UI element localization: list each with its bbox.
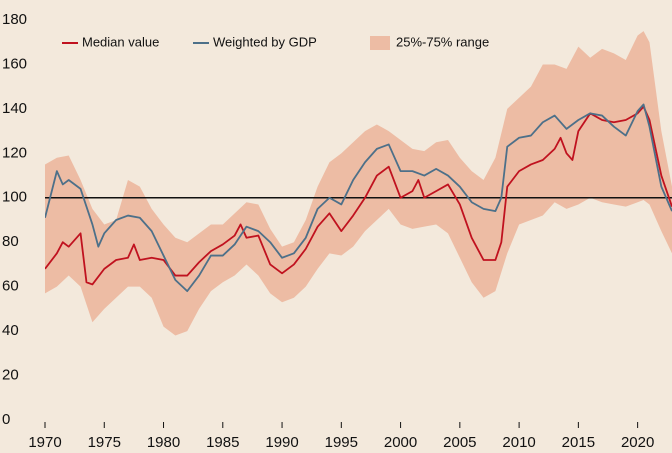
x-tick-label: 1970 [28, 434, 61, 451]
x-tick-label: 2005 [443, 434, 476, 451]
y-tick-label: 160 [2, 55, 27, 72]
y-tick-label: 40 [2, 322, 19, 339]
legend-label: 25%-75% range [396, 34, 489, 49]
y-tick-label: 140 [2, 100, 27, 117]
legend-swatch [370, 36, 390, 50]
x-tick-label: 2015 [562, 434, 595, 451]
x-tick-label: 2010 [502, 434, 535, 451]
series-line [45, 105, 672, 286]
y-tick-label: 20 [2, 367, 19, 384]
x-tick-label: 2000 [384, 434, 417, 451]
plot-area [45, 31, 672, 336]
x-tick-label: 1980 [147, 434, 180, 451]
y-tick-label: 80 [2, 233, 19, 250]
y-tick-label: 60 [2, 278, 19, 295]
x-tick-label: 1985 [206, 434, 239, 451]
x-tick-label: 2020 [621, 434, 654, 451]
series-line [45, 103, 672, 293]
y-tick-label: 180 [2, 11, 27, 28]
legend-label: Weighted by GDP [213, 34, 317, 49]
y-tick-label: 0 [2, 411, 10, 428]
x-tick-label: 1995 [325, 434, 358, 451]
x-tick-label: 1975 [88, 434, 121, 451]
y-tick-label: 100 [2, 189, 27, 206]
legend-label: Median value [82, 34, 159, 49]
x-tick-label: 1990 [265, 434, 298, 451]
y-tick-label: 120 [2, 144, 27, 161]
